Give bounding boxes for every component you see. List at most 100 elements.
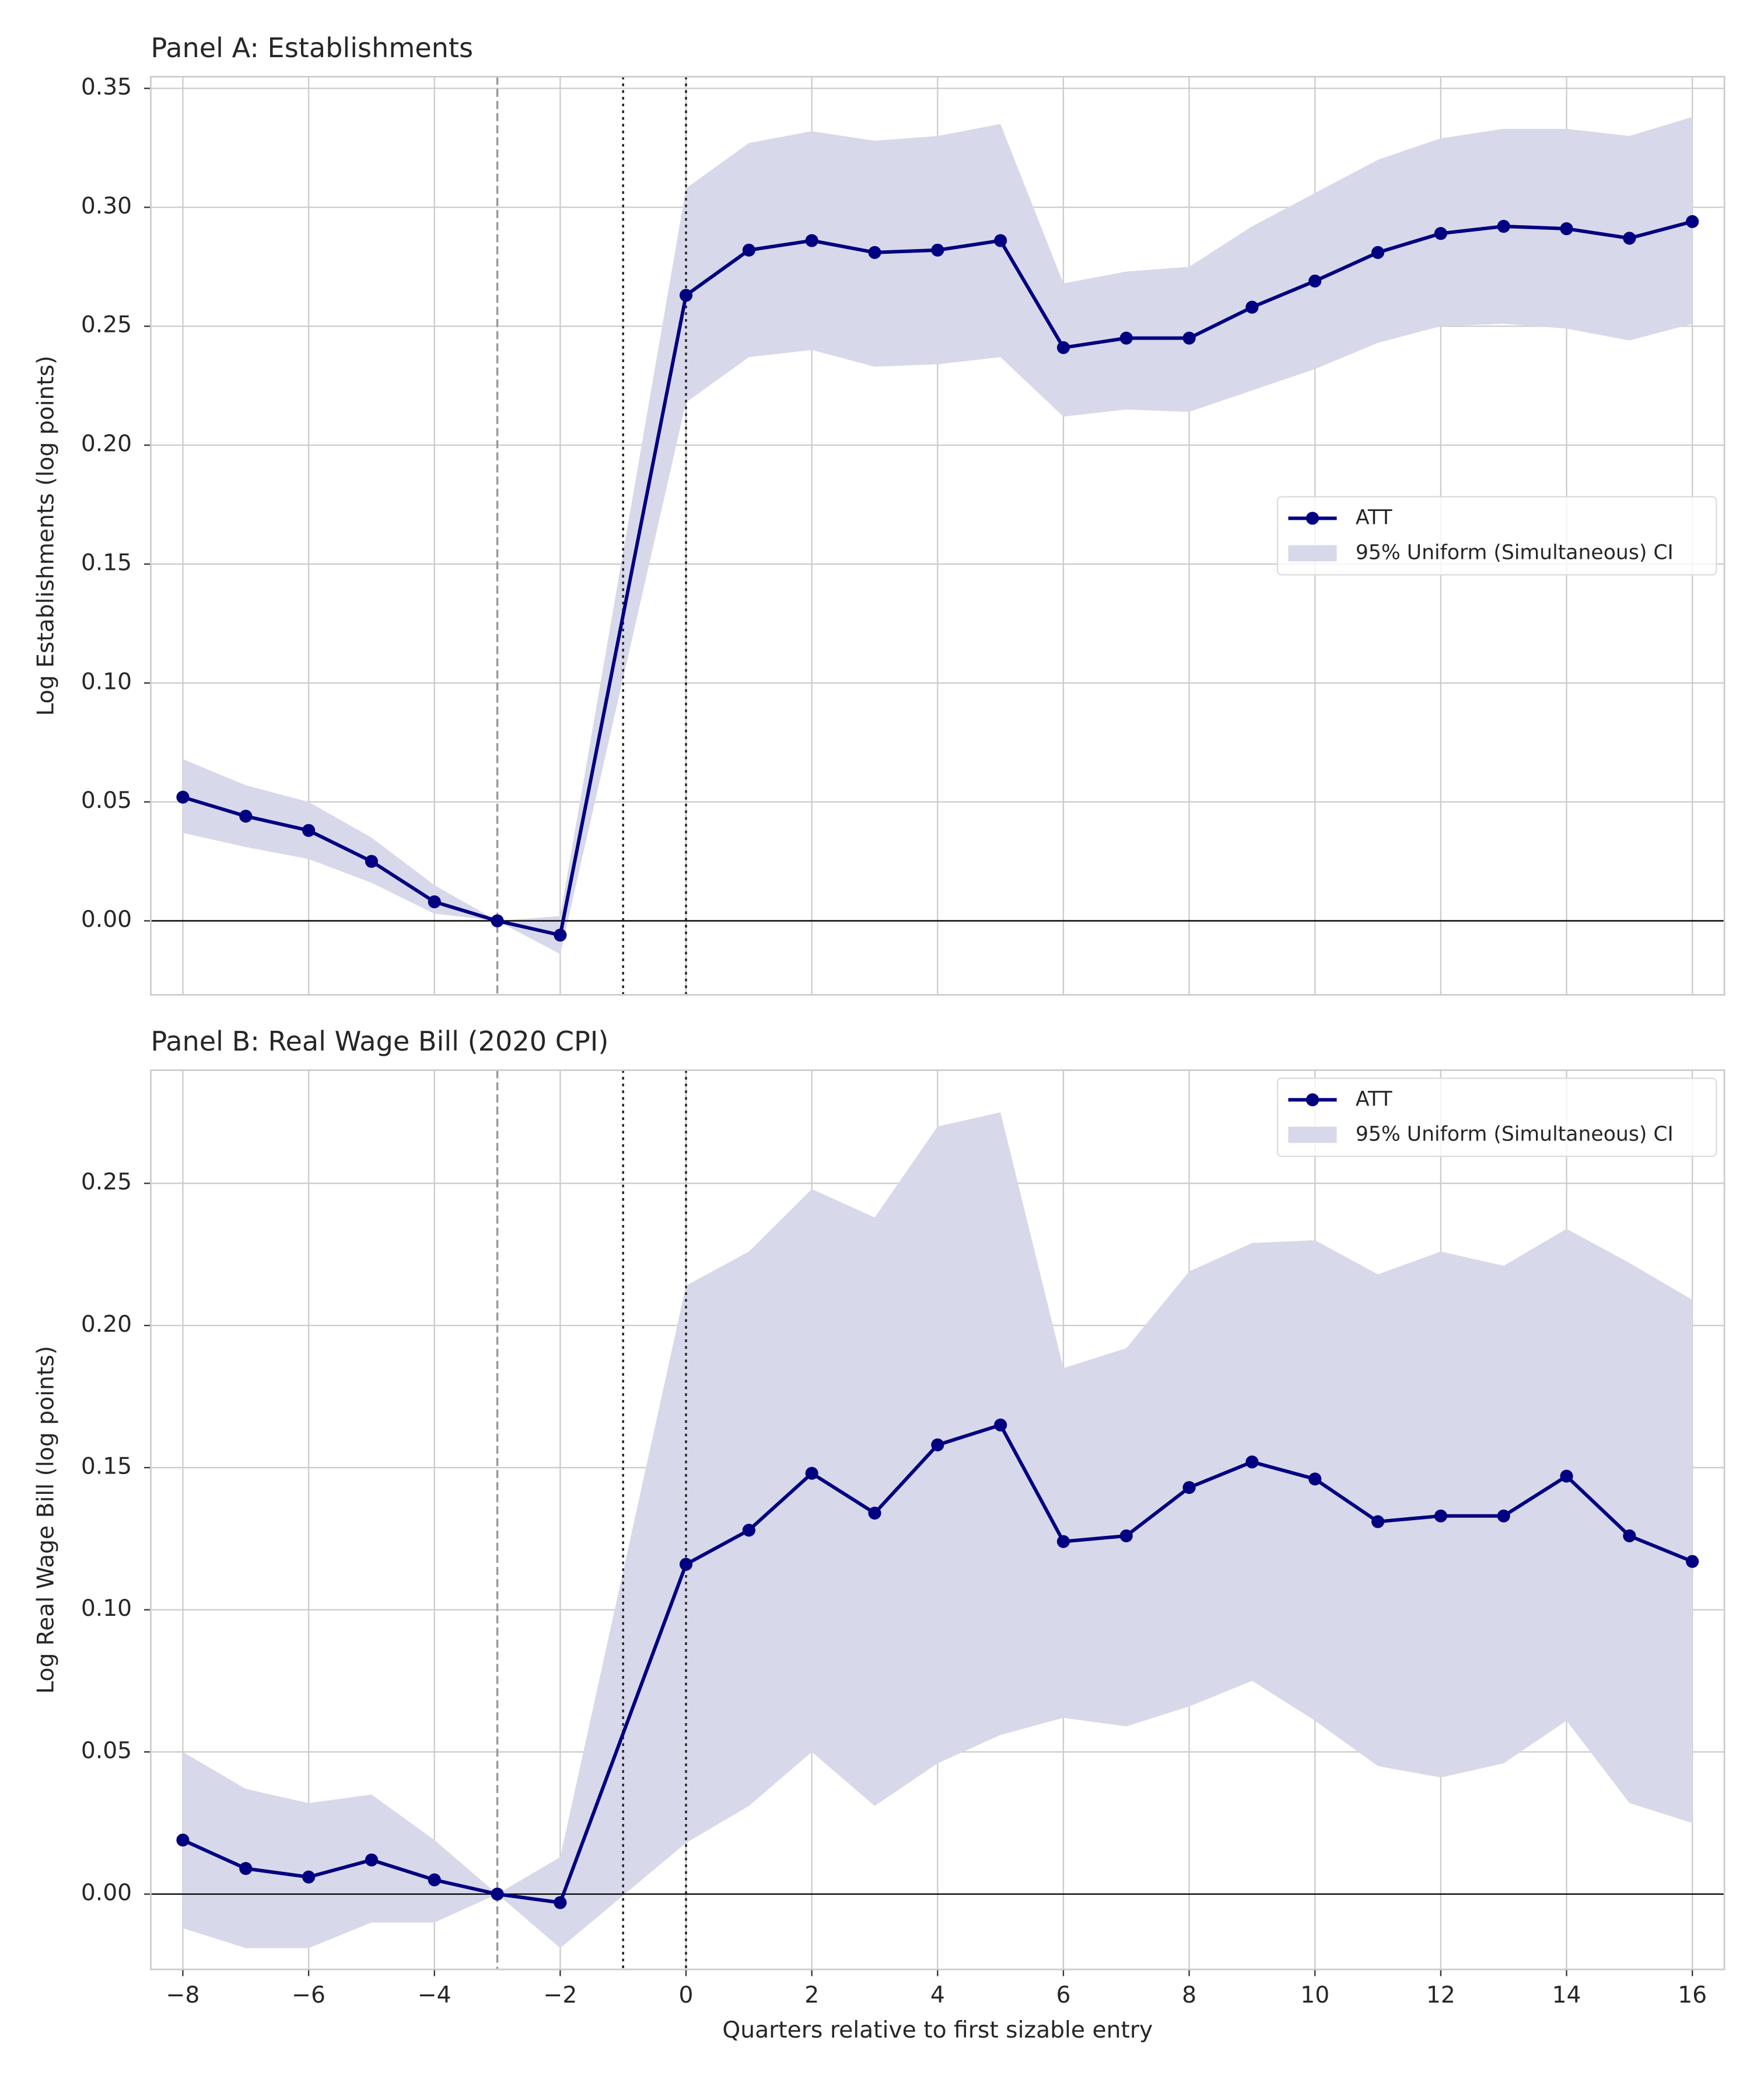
x-tick-label: −2 — [543, 1982, 577, 2008]
y-tick-label: 0.30 — [81, 193, 132, 219]
att-marker — [1497, 1509, 1510, 1522]
att-line — [182, 1423, 1693, 1905]
att-marker — [868, 246, 881, 259]
x-tick-label: 14 — [1552, 1982, 1581, 2008]
x-tick-label: 10 — [1300, 1982, 1329, 2008]
att-marker — [239, 1862, 253, 1875]
att-marker — [1308, 274, 1322, 288]
att-marker — [428, 895, 441, 909]
att-marker — [679, 1558, 693, 1571]
att-marker — [1560, 1469, 1573, 1483]
att-marker — [805, 1466, 818, 1480]
legend-box — [1276, 496, 1717, 576]
y-tick-label: 0.20 — [81, 431, 132, 457]
x-tick-label: 4 — [930, 1982, 945, 2008]
ci-band — [183, 117, 1693, 954]
att-marker — [491, 914, 504, 928]
panel-title: Panel B: Real Wage Bill (2020 CPI) — [150, 1026, 608, 1057]
x-tick-label: −8 — [166, 1982, 200, 2008]
att-marker — [1308, 1472, 1322, 1486]
legend-label: 95% Uniform (Simultaneous) CI — [1356, 1122, 1674, 1146]
att-marker — [994, 234, 1007, 247]
att-marker — [1371, 1515, 1385, 1528]
ci-band — [183, 1112, 1693, 1948]
y-tick-label: 0.10 — [81, 1595, 132, 1622]
legend-marker — [1306, 512, 1320, 525]
legend-marker — [1306, 1093, 1320, 1107]
att-marker — [679, 289, 693, 302]
att-marker — [554, 928, 567, 942]
att-marker — [176, 1833, 190, 1847]
y-tick-label: 0.15 — [81, 550, 132, 576]
y-axis-label: Log Real Wage Bill (log points) — [33, 1346, 59, 1694]
att-marker — [491, 1887, 504, 1901]
x-tick-label: 8 — [1182, 1982, 1196, 2008]
att-marker — [1119, 1529, 1133, 1542]
att-marker — [1056, 1535, 1070, 1548]
legend-label: ATT — [1356, 1087, 1393, 1111]
panel: Panel B: Real Wage Bill (2020 CPI) −8 −6 −4… — [33, 1026, 1726, 2043]
att-marker — [1119, 331, 1133, 345]
y-axis-label: Log Establishments (log points) — [33, 356, 59, 716]
y-tick-label: 0.05 — [81, 788, 132, 814]
att-marker — [931, 243, 944, 257]
att-marker — [239, 810, 253, 823]
att-marker — [931, 1438, 944, 1452]
att-marker — [176, 790, 190, 804]
att-marker — [1245, 1455, 1259, 1469]
att-line — [182, 219, 1693, 937]
att-marker — [1434, 1509, 1447, 1522]
x-tick-label: −4 — [418, 1982, 452, 2008]
panel: Panel A: Establishments 0.00 0.05 0.10 0.15 0… — [33, 32, 1726, 996]
att-marker — [1560, 222, 1573, 236]
x-tick-label: 6 — [1056, 1982, 1070, 2008]
att-marker — [1056, 341, 1070, 355]
att-marker — [365, 1853, 378, 1867]
att-marker — [302, 824, 316, 837]
axes-frame — [150, 76, 1726, 996]
att-marker — [302, 1870, 316, 1884]
att-marker — [428, 1873, 441, 1887]
panel-title: Panel A: Establishments — [150, 32, 473, 64]
att-marker — [554, 1896, 567, 1909]
legend-patch — [1288, 545, 1337, 562]
legend: ATT 95% Uniform (Simultaneous) CI — [1276, 496, 1717, 576]
att-marker — [1434, 227, 1447, 240]
att-marker — [805, 234, 818, 247]
legend-label: 95% Uniform (Simultaneous) CI — [1356, 541, 1674, 564]
att-marker — [742, 1524, 755, 1537]
att-marker — [365, 855, 378, 868]
att-marker — [1497, 219, 1510, 233]
att-marker — [1182, 1480, 1196, 1494]
att-marker — [1371, 246, 1385, 259]
y-tick-label: 0.05 — [81, 1738, 132, 1764]
y-tick-label: 0.25 — [81, 312, 132, 338]
att-marker — [1245, 300, 1259, 314]
att-marker — [742, 243, 755, 257]
att-marker — [994, 1418, 1007, 1432]
x-tick-label: 16 — [1678, 1982, 1707, 2008]
att-marker — [868, 1506, 881, 1520]
x-tick-label: 0 — [679, 1982, 694, 2008]
att-marker — [1182, 331, 1196, 345]
y-tick-label: 0.15 — [81, 1453, 132, 1479]
legend-label: ATT — [1356, 506, 1393, 529]
y-tick-label: 0.00 — [81, 1880, 132, 1906]
att-marker — [1623, 1529, 1636, 1542]
att-marker — [1686, 1555, 1699, 1568]
x-tick-label: −6 — [292, 1982, 326, 2008]
y-tick-label: 0.25 — [81, 1169, 132, 1195]
legend-box — [1276, 1077, 1717, 1157]
y-tick-label: 0.35 — [81, 74, 132, 100]
y-tick-label: 0.10 — [81, 668, 132, 695]
x-axis-label: Quarters relative to first sizable entry — [722, 2017, 1153, 2043]
legend: ATT 95% Uniform (Simultaneous) CI — [1276, 1077, 1717, 1157]
y-tick-label: 0.00 — [81, 907, 132, 933]
att-marker — [1686, 215, 1699, 228]
x-tick-label: 2 — [804, 1982, 819, 2008]
axes-frame — [150, 1069, 1726, 1971]
y-tick-label: 0.20 — [81, 1311, 132, 1338]
legend-patch — [1288, 1126, 1337, 1143]
